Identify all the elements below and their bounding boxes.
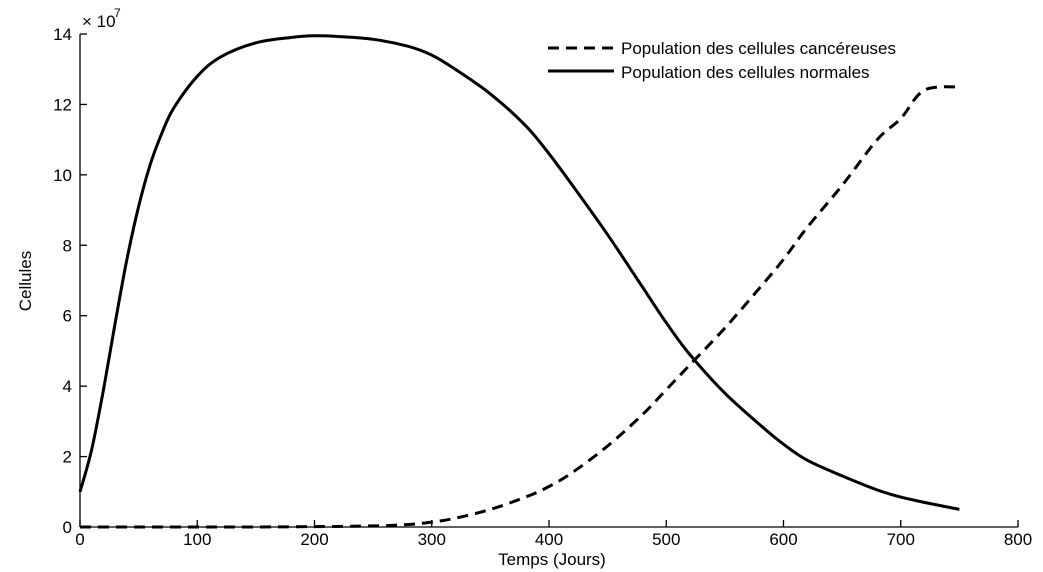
y-tick-label: 4 bbox=[63, 377, 72, 396]
x-tick-label: 800 bbox=[1004, 530, 1032, 549]
y-tick-label: 14 bbox=[53, 25, 72, 44]
x-tick-label: 700 bbox=[887, 530, 915, 549]
y-axis-exponent: 7 bbox=[114, 6, 121, 20]
legend: Population des cellules cancéreuses Popu… bbox=[548, 39, 896, 82]
x-tick-label: 400 bbox=[535, 530, 563, 549]
y-tick-label: 10 bbox=[53, 166, 72, 185]
x-tick-label: 600 bbox=[769, 530, 797, 549]
x-tick-label: 100 bbox=[183, 530, 211, 549]
series-lines bbox=[78, 34, 960, 529]
legend-label-normal: Population des cellules normales bbox=[621, 63, 870, 82]
normal-cells-line bbox=[78, 34, 960, 511]
x-axis-title: Temps (Jours) bbox=[498, 550, 606, 569]
x-tick-label: 300 bbox=[418, 530, 446, 549]
y-tick-label: 0 bbox=[63, 518, 72, 537]
cancer-cells-line bbox=[80, 85, 960, 529]
y-tick-label: 2 bbox=[63, 448, 72, 467]
x-tick-label: 0 bbox=[75, 530, 84, 549]
y-tick-label: 8 bbox=[63, 236, 72, 255]
x-tick-label: 200 bbox=[300, 530, 328, 549]
y-tick-label: 6 bbox=[63, 307, 72, 326]
y-tick-label: 12 bbox=[53, 95, 72, 114]
legend-label-cancer: Population des cellules cancéreuses bbox=[621, 39, 896, 58]
axes: 0 100 200 300 400 500 600 700 800 0 2 4 6 8 10 12 14 bbox=[53, 25, 1032, 549]
x-tick-label: 500 bbox=[652, 530, 680, 549]
y-axis-title: Cellules bbox=[16, 251, 35, 311]
y-axis-multiplier: × 10 bbox=[82, 12, 116, 31]
